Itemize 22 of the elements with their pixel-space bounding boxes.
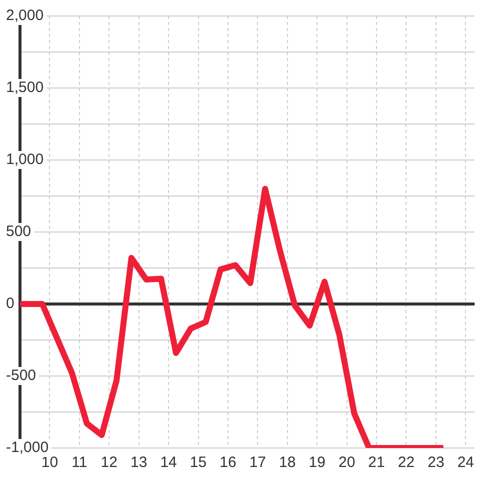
x-tick-label: 14 [160, 454, 177, 472]
x-tick-label: 23 [428, 454, 444, 472]
y-tick-label: -500 [6, 367, 36, 384]
x-tick-label: 11 [72, 454, 88, 472]
x-tick-label: 15 [190, 454, 207, 472]
x-tick-label: 21 [368, 454, 385, 472]
x-tick-label: 16 [220, 454, 236, 472]
x-tick-label: 12 [100, 454, 118, 472]
y-tick-label: 0 [6, 295, 14, 312]
x-tick-label: 13 [130, 454, 148, 472]
y-tick-label: -1,000 [6, 439, 49, 456]
y-tick-label: 2,000 [6, 7, 44, 24]
y-tick-label: 1,500 [6, 79, 44, 96]
x-tick-label: 20 [338, 454, 356, 472]
y-tick-label: 500 [6, 223, 32, 240]
x-tick-label: 22 [398, 454, 415, 472]
x-tick-label: 24 [457, 454, 474, 472]
x-tick-label: 19 [308, 454, 326, 472]
x-tick-label: 17 [249, 454, 266, 472]
x-tick-label: 10 [41, 454, 58, 472]
y-tick-label: 1,000 [6, 151, 44, 168]
x-tick-label: 18 [279, 454, 296, 472]
